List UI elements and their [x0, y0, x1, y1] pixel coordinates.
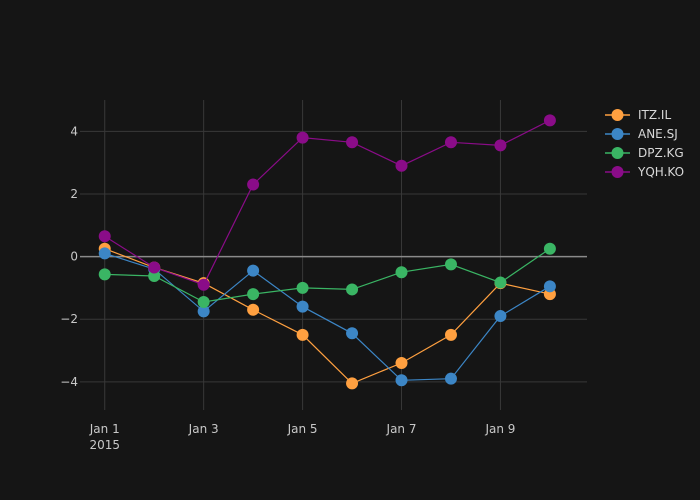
data-point: [395, 374, 408, 387]
data-point: [395, 357, 408, 370]
data-point: [494, 139, 507, 152]
data-point: [296, 281, 309, 294]
legend-marker: [611, 166, 624, 178]
data-point: [98, 230, 111, 243]
series-yqh-ko: [98, 114, 556, 291]
x-tick-label: Jan 7: [386, 422, 417, 436]
y-tick-label: −2: [60, 312, 78, 326]
legend-item[interactable]: DPZ.KG: [605, 146, 684, 160]
data-point: [247, 303, 260, 316]
y-tick-label: 2: [70, 187, 78, 201]
data-point: [247, 288, 260, 301]
x-tick-label: Jan 9: [484, 422, 515, 436]
legend-marker: [611, 109, 624, 121]
x-axis-ticks: Jan 1 2015 Jan 3 Jan 5 Jan 7 Jan 9: [89, 422, 516, 452]
data-point: [494, 276, 507, 289]
series-dpz-kg: [98, 242, 556, 308]
data-point: [247, 264, 260, 277]
data-point: [543, 242, 556, 255]
data-point: [296, 300, 309, 313]
data-point: [98, 268, 111, 281]
data-point: [247, 178, 260, 191]
legend-label: DPZ.KG: [638, 146, 684, 160]
legend-item[interactable]: ANE.SJ: [605, 127, 678, 141]
data-point: [197, 305, 210, 318]
data-point: [395, 159, 408, 172]
y-tick-label: −4: [60, 375, 78, 389]
data-point: [148, 269, 161, 282]
data-point: [543, 114, 556, 127]
y-axis-ticks: 4 2 0 −2 −4: [60, 124, 78, 389]
y-tick-label: 4: [70, 124, 78, 138]
legend-label: YQH.KO: [637, 165, 684, 179]
data-point: [444, 372, 457, 385]
legend-item[interactable]: YQH.KO: [605, 165, 684, 179]
y-tick-label: 0: [70, 250, 78, 264]
series-ane-sj: [98, 247, 556, 387]
x-tick-label: Jan 5: [287, 422, 318, 436]
data-point: [444, 136, 457, 149]
data-point: [197, 278, 210, 291]
data-point: [444, 328, 457, 341]
data-point: [494, 310, 507, 323]
series-line: [104, 248, 551, 385]
gridlines: [80, 100, 587, 410]
x-tick-year-label: 2015: [89, 438, 120, 452]
data-point: [346, 136, 359, 149]
data-point: [148, 261, 161, 274]
legend-label: ITZ.IL: [638, 108, 671, 122]
legend-item[interactable]: ITZ.IL: [605, 108, 671, 122]
data-point: [346, 327, 359, 340]
data-point: [543, 280, 556, 293]
data-point: [296, 328, 309, 341]
data-point: [296, 131, 309, 144]
data-point: [395, 266, 408, 279]
series-line: [104, 248, 551, 303]
plot-area: [98, 114, 556, 390]
series-line: [104, 252, 551, 381]
legend-marker: [611, 128, 624, 140]
data-point: [444, 258, 457, 271]
legend-marker: [611, 147, 624, 159]
series-line: [104, 119, 551, 286]
data-point: [197, 295, 210, 308]
x-tick-label: Jan 1: [89, 422, 120, 436]
legend[interactable]: ITZ.IL ANE.SJ DPZ.KG YQH.KO: [605, 108, 684, 179]
data-point: [346, 283, 359, 296]
data-point: [98, 247, 111, 260]
x-tick-label: Jan 3: [188, 422, 219, 436]
legend-label: ANE.SJ: [638, 127, 678, 141]
data-point: [346, 377, 359, 390]
